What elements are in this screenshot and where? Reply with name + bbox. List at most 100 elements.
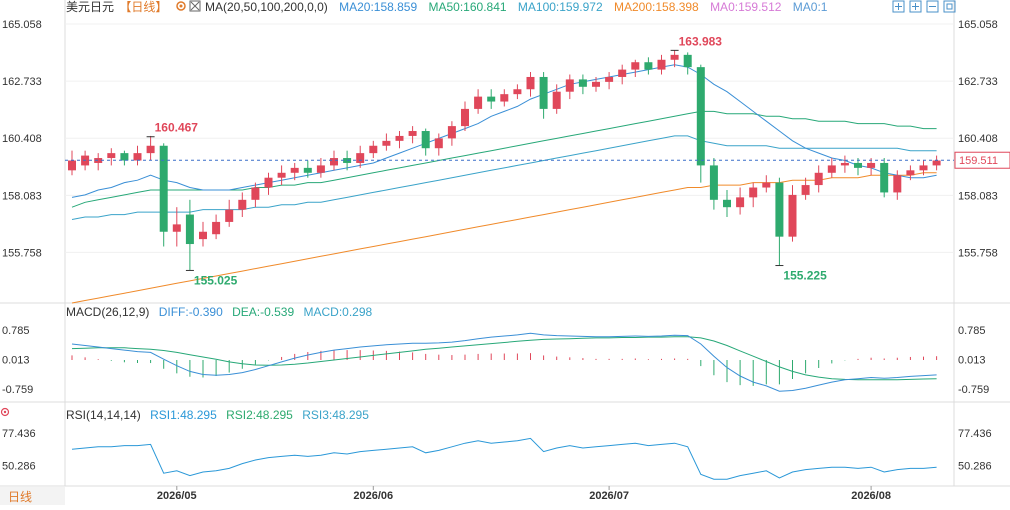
candle[interactable] <box>526 72 535 97</box>
candle[interactable] <box>919 160 928 176</box>
candle[interactable] <box>369 140 378 159</box>
candle[interactable] <box>225 199 234 227</box>
candle[interactable] <box>264 172 273 195</box>
zoom-in-icon[interactable] <box>909 0 922 13</box>
price-annotation: 155.225 <box>783 269 827 283</box>
candle-body <box>605 76 614 82</box>
candle[interactable] <box>500 89 509 107</box>
candle[interactable] <box>199 221 207 247</box>
fullscreen-icon[interactable] <box>943 0 956 13</box>
candle[interactable] <box>290 162 299 181</box>
candle[interactable] <box>461 101 469 132</box>
candle-body <box>212 221 221 235</box>
candle[interactable] <box>618 64 627 85</box>
candle-body <box>631 62 640 70</box>
candle[interactable] <box>723 189 731 218</box>
candle[interactable] <box>552 84 561 114</box>
macd-tick-left: -0.759 <box>2 384 33 396</box>
candle[interactable] <box>421 128 430 156</box>
candle[interactable] <box>185 199 194 271</box>
candle-body <box>356 153 365 163</box>
candle[interactable] <box>513 84 522 100</box>
candle[interactable] <box>840 155 849 173</box>
candle[interactable] <box>801 177 810 200</box>
candle[interactable] <box>775 177 784 266</box>
instrument-name: 美元日元 <box>66 0 114 14</box>
candle[interactable] <box>251 182 260 208</box>
candle-body <box>657 59 666 70</box>
rsi-params: RSI(14,14,14) <box>66 408 141 422</box>
candle[interactable] <box>434 133 443 156</box>
candle[interactable] <box>94 153 103 171</box>
candle[interactable] <box>107 148 116 166</box>
rsi-legend: RSI(14,14,14) RSI1:48.295 RSI2:48.295 RS… <box>66 408 369 422</box>
candle[interactable] <box>867 158 876 176</box>
candle[interactable] <box>657 54 666 75</box>
candle[interactable] <box>447 121 456 146</box>
candle-body <box>906 170 915 176</box>
candle[interactable] <box>578 74 587 95</box>
candle[interactable] <box>330 150 338 171</box>
candle[interactable] <box>212 214 221 240</box>
candle[interactable] <box>408 126 417 144</box>
candle[interactable] <box>120 150 129 166</box>
candle[interactable] <box>133 145 142 166</box>
rsi-tick-right: 77.436 <box>958 428 992 440</box>
indicator-toggle-icon[interactable] <box>189 0 201 12</box>
candle-body <box>775 182 784 237</box>
candle-body <box>185 214 194 245</box>
candle[interactable] <box>893 170 902 200</box>
settings-gear-icon[interactable] <box>176 1 186 11</box>
candle[interactable] <box>854 158 862 176</box>
candle[interactable] <box>788 185 797 242</box>
candle[interactable] <box>238 192 247 218</box>
candle[interactable] <box>880 158 889 198</box>
candle[interactable] <box>146 135 155 161</box>
candle[interactable] <box>631 59 640 77</box>
candle[interactable] <box>539 72 548 119</box>
candle[interactable] <box>827 158 836 178</box>
candle-body <box>290 167 299 173</box>
candle[interactable] <box>565 74 574 100</box>
period-tab[interactable]: 日线 <box>8 490 32 504</box>
expand-icon[interactable] <box>892 0 905 13</box>
candle[interactable] <box>683 52 692 75</box>
moving-average-lines <box>71 64 937 304</box>
ma200-value: MA200:158.398 <box>614 0 699 14</box>
zoom-out-icon[interactable] <box>926 0 939 13</box>
candle[interactable] <box>906 165 915 181</box>
macd-dea-line <box>71 336 937 381</box>
rsi-tick-left: 77.436 <box>2 428 36 440</box>
candle[interactable] <box>670 50 679 68</box>
candle-body <box>382 140 391 146</box>
candle[interactable] <box>382 133 391 151</box>
candle[interactable] <box>303 160 312 178</box>
candle[interactable] <box>709 158 718 210</box>
rsi-settings-icon[interactable] <box>0 407 10 417</box>
candle[interactable] <box>605 72 614 90</box>
candle[interactable] <box>932 155 941 171</box>
candle-body <box>277 172 286 178</box>
candle[interactable] <box>277 165 286 186</box>
candle-body <box>68 160 76 171</box>
candle-body <box>94 158 103 163</box>
candle[interactable] <box>68 150 76 176</box>
ma20-line <box>71 64 937 198</box>
candle[interactable] <box>644 57 653 75</box>
candle[interactable] <box>736 187 745 215</box>
candle[interactable] <box>474 89 483 114</box>
candle-body <box>814 172 823 186</box>
candle[interactable] <box>172 207 181 247</box>
candle[interactable] <box>395 131 404 149</box>
candle[interactable] <box>749 182 758 208</box>
candle[interactable] <box>696 64 705 183</box>
candle[interactable] <box>159 143 168 247</box>
candle[interactable] <box>814 165 823 193</box>
candle[interactable] <box>762 175 771 193</box>
candle[interactable] <box>356 145 365 168</box>
candle[interactable] <box>592 76 600 92</box>
candle[interactable] <box>316 158 325 178</box>
candle[interactable] <box>487 89 496 109</box>
